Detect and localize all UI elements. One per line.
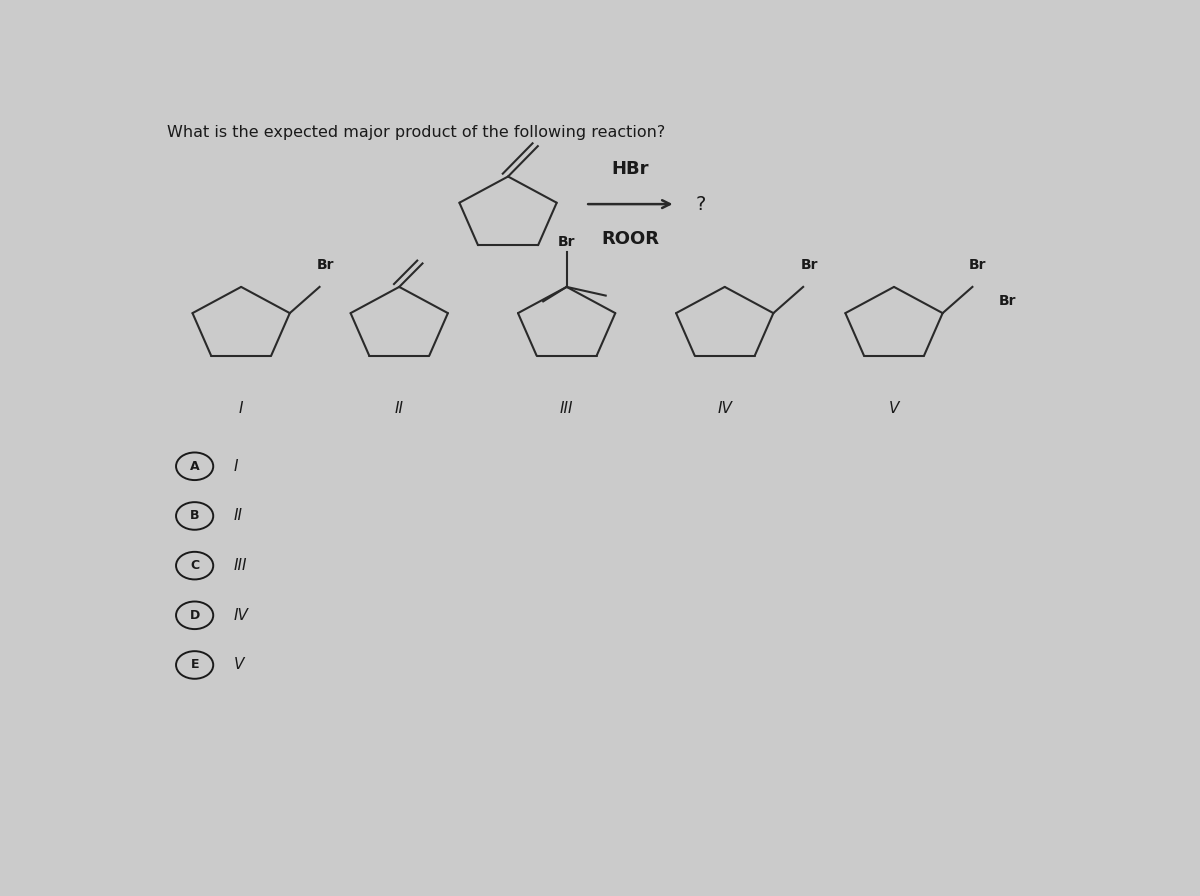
- Text: I: I: [239, 401, 244, 416]
- Text: Br: Br: [968, 258, 986, 271]
- Text: I: I: [234, 459, 238, 474]
- Text: Br: Br: [558, 235, 575, 249]
- Text: V: V: [234, 658, 244, 673]
- Text: E: E: [191, 659, 199, 671]
- Text: Br: Br: [998, 294, 1016, 308]
- Text: III: III: [560, 401, 574, 416]
- Text: V: V: [889, 401, 899, 416]
- Text: Br: Br: [800, 258, 818, 271]
- Text: B: B: [190, 510, 199, 522]
- Text: C: C: [190, 559, 199, 573]
- Text: ?: ?: [696, 194, 707, 213]
- Text: HBr: HBr: [612, 159, 649, 178]
- Text: IV: IV: [718, 401, 732, 416]
- Text: ROOR: ROOR: [601, 230, 659, 248]
- Text: III: III: [234, 558, 247, 573]
- Text: What is the expected major product of the following reaction?: What is the expected major product of th…: [167, 125, 665, 140]
- Text: A: A: [190, 460, 199, 473]
- Text: II: II: [234, 508, 242, 523]
- Text: D: D: [190, 608, 199, 622]
- Text: II: II: [395, 401, 403, 416]
- Text: IV: IV: [234, 607, 248, 623]
- Text: Br: Br: [317, 258, 335, 271]
